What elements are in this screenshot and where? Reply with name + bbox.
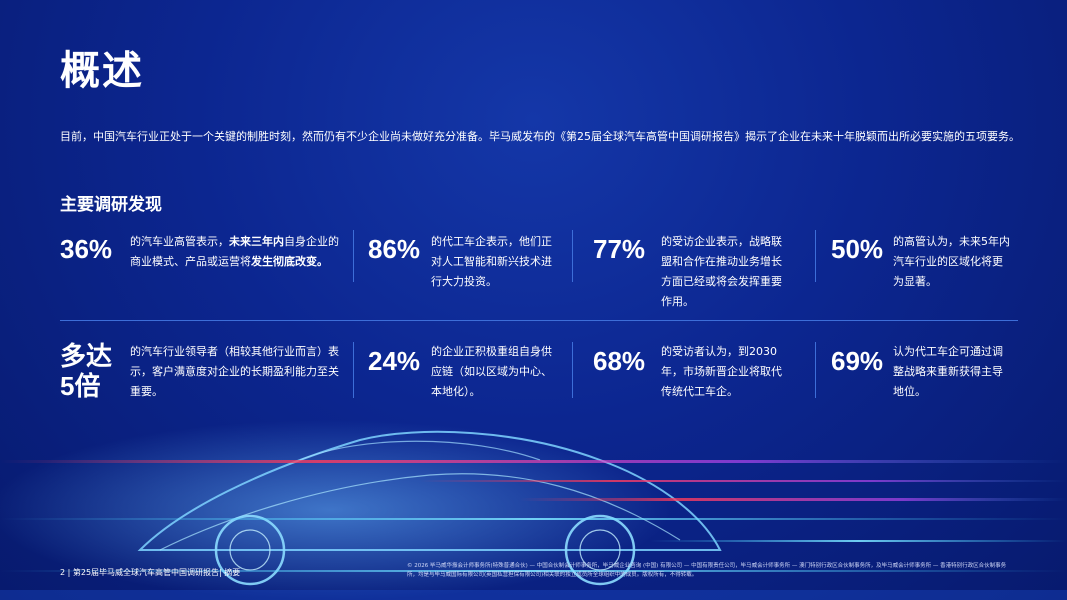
stat-text-1: 的汽车业高管表示，未来三年内自身企业的商业模式、产品或运营将发生彻底改变。 bbox=[130, 235, 339, 268]
footer-page-label: 2 | 第25届毕马威全球汽车高管中国调研报告| 摘要 bbox=[60, 568, 241, 577]
stat-number-1: 36% bbox=[60, 234, 113, 264]
stat-number-5: 多达 5倍 bbox=[60, 341, 113, 401]
stat-number-4: 50% bbox=[831, 234, 884, 264]
car-illustration bbox=[0, 420, 1067, 600]
stat-text-5: 的汽车行业领导者（相较其他行业而言）表示，客户满意度对企业的长期盈利能力至关重要… bbox=[130, 345, 339, 398]
footer-legal-text: © 2026 毕马威华振会计师事务所(特殊普通合伙) — 中国合伙制会计师事务所… bbox=[407, 563, 1007, 578]
stat-number-3: 77% bbox=[593, 234, 646, 264]
row-divider bbox=[60, 320, 1018, 321]
stat-text-4: 的高管认为，未来5年内汽车行业的区域化将更为显著。 bbox=[893, 235, 1010, 288]
stat-number-6: 24% bbox=[368, 346, 421, 376]
stat-text-3: 的受访企业表示，战略联盟和合作在推动业务增长方面已经或将会发挥重要作用。 bbox=[661, 235, 782, 308]
separator bbox=[572, 342, 573, 398]
separator bbox=[353, 342, 354, 398]
separator bbox=[815, 342, 816, 398]
stat-text-8: 认为代工车企可通过调整战略来重新获得主导地位。 bbox=[893, 345, 1003, 398]
stat-number-2: 86% bbox=[368, 234, 421, 264]
separator bbox=[572, 230, 573, 282]
stat-text-6: 的企业正积极重组自身供应链（如以区域为中心、本地化）。 bbox=[431, 345, 552, 398]
stat-text-7: 的受访者认为，到2030年，市场新晋企业将取代传统代工车企。 bbox=[661, 345, 782, 398]
section-title: 主要调研发现 bbox=[60, 195, 162, 215]
stat-number-8: 69% bbox=[831, 346, 884, 376]
page-title: 概述 bbox=[60, 48, 144, 94]
stat-number-7: 68% bbox=[593, 346, 646, 376]
separator bbox=[815, 230, 816, 282]
separator bbox=[353, 230, 354, 282]
stat-text-2: 的代工车企表示，他们正对人工智能和新兴技术进行大力投资。 bbox=[431, 235, 552, 288]
intro-paragraph: 目前，中国汽车行业正处于一个关键的制胜时刻，然而仍有不少企业尚未做好充分准备。毕… bbox=[60, 130, 1020, 143]
